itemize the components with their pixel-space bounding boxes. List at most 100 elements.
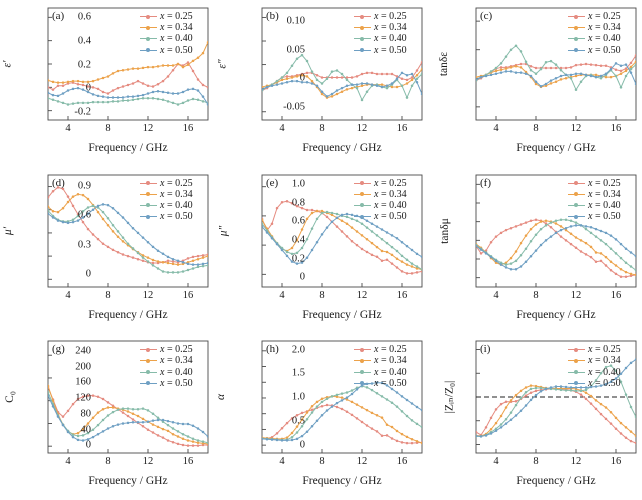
series-marker [624,436,628,440]
legend-item: x = 0.50 [140,45,193,56]
series-marker [410,438,414,441]
series-marker [116,100,120,103]
series-marker [594,75,598,79]
series-marker [181,433,185,436]
y-tick-label: 1.5 [291,367,305,379]
series-marker [275,438,279,442]
series-marker [161,64,165,67]
legend-item: x = 0.25 [354,344,407,355]
series-marker [355,388,359,391]
series-marker [564,77,568,80]
series-marker [91,232,95,236]
series-marker [141,255,145,259]
series-marker [599,403,603,406]
series-marker [400,441,404,444]
series-marker [544,223,548,227]
series-marker [111,100,115,103]
series-marker [166,255,170,258]
series-marker [96,237,100,240]
series-marker [121,407,125,411]
series-marker [400,433,404,436]
series-marker [131,255,135,259]
x-tick-label: 12 [570,456,582,468]
series-marker [405,262,409,266]
legend: x = 0.25 x = 0.34 x = 0.40 x = 0.50 [568,344,621,389]
series-marker [380,249,384,252]
series-marker [325,95,329,98]
series-marker [56,100,60,103]
legend: x = 0.25 x = 0.34 x = 0.40 x = 0.50 [354,178,407,223]
series-marker [91,86,95,89]
series-marker [524,70,528,74]
series-marker [181,443,185,447]
series-marker [201,440,205,444]
series-marker [81,215,85,219]
series-marker [524,404,528,407]
series-marker [589,385,593,389]
series-marker [549,386,553,389]
series-marker [81,193,85,196]
series-marker [290,260,294,263]
series-marker [624,69,628,73]
series-marker [71,403,75,406]
y-tick-label: 0 [85,268,91,280]
x-tick-label: 8 [533,456,539,468]
series-marker [524,220,528,224]
series-marker [151,419,155,423]
legend-item: x = 0.34 [354,355,407,366]
legend-label: x = 0.50 [160,211,193,223]
series-marker [156,266,160,270]
series-marker [325,225,329,229]
series-marker [476,78,478,81]
series-marker [564,73,568,77]
series-marker [385,72,389,76]
series-marker [166,439,170,442]
series-marker [151,245,155,248]
series-marker [569,66,573,69]
series-marker [136,231,140,234]
series-marker [290,246,294,249]
series-marker [604,64,608,67]
series-marker [420,60,422,64]
series-marker [265,438,269,441]
series-marker [619,256,623,259]
series-marker [201,253,205,257]
y-axis-label: tanδε [438,51,451,77]
series-marker [300,246,304,249]
series-marker [574,74,578,78]
legend: x = 0.25 x = 0.34 x = 0.40 x = 0.50 [354,11,407,56]
y-tick-label: 0.6 [77,209,91,221]
series-marker [76,438,80,442]
y-tick-label: 0.6 [291,215,305,227]
panel-g: 00.040.080.120.16481216C₀Frequency / GHz… [0,333,214,499]
legend-item: x = 0.40 [568,367,621,378]
series-marker [584,252,588,256]
series-marker [365,250,369,253]
series-marker [365,90,369,93]
series-marker [136,79,140,83]
series-marker [574,386,578,389]
series-marker [305,217,309,220]
x-tick-labels: 4 8 12 16 [214,0,428,166]
series-marker [340,407,344,411]
series-marker [624,393,628,397]
series-marker [305,237,309,241]
series-marker [265,230,269,234]
plot-area [261,7,423,121]
series-marker [405,96,409,99]
series-marker [395,257,399,260]
series-marker [86,85,90,88]
series-marker [86,422,90,425]
series-marker [385,230,389,234]
series-marker [335,402,339,405]
y-tick-label: 0.4 [291,234,305,246]
y-tick-labels: -0.2 0 0.2 0.4 0.6 [74,0,260,166]
series-marker [509,399,513,402]
series-marker [56,81,60,84]
series-marker [71,436,75,439]
series-marker [489,70,493,73]
series-marker [609,75,613,79]
series-marker [624,247,628,250]
series-marker [564,385,568,389]
